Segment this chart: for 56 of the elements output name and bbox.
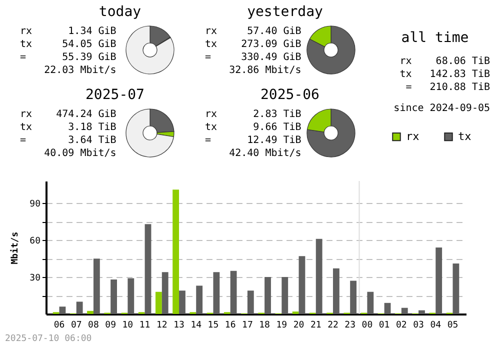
- y-tick-label: 60: [30, 236, 40, 247]
- chart-title: today: [98, 4, 142, 20]
- legend-label: tx: [458, 130, 472, 143]
- x-tick-label: 05: [447, 320, 458, 330]
- text: 40.09 Mbit/s: [43, 147, 116, 160]
- text: = 12.49 TiB: [205, 134, 302, 147]
- text: rx 474.24 GiB: [20, 108, 116, 121]
- text: 42.40 Mbit/s: [228, 147, 302, 160]
- x-tick-label: 02: [396, 320, 407, 330]
- text: rx 1.34 GiB: [20, 25, 116, 38]
- text: rx 68.06 TiB: [398, 55, 490, 68]
- text: 22.03 Mbit/s: [43, 64, 116, 77]
- x-tick-label: 14: [190, 320, 202, 330]
- text: = 210.88 TiB: [404, 81, 490, 94]
- x-tick-label: 06: [54, 320, 65, 330]
- chart-title: yesterday: [246, 4, 324, 20]
- x-tick-label: 16: [224, 320, 236, 330]
- x-tick-label: 11: [139, 320, 150, 330]
- legend-label: rx: [406, 130, 420, 143]
- text: tx 9.66 TiB: [205, 121, 302, 134]
- x-tick-label: 17: [242, 320, 253, 330]
- x-tick-label: 19: [276, 320, 288, 330]
- x-tick-label: 22: [328, 320, 338, 330]
- y-tick-label: 90: [30, 200, 40, 210]
- x-tick-label: 23: [344, 320, 356, 330]
- x-tick-label: 04: [430, 320, 442, 330]
- text: = 3.64 TiB: [20, 134, 116, 147]
- text: rx 2.83 TiB: [205, 108, 302, 121]
- x-tick-label: 12: [156, 320, 168, 330]
- x-tick-label: 13: [174, 320, 184, 330]
- x-tick-label: 21: [310, 320, 322, 330]
- x-tick-label: 03: [413, 320, 424, 330]
- text: since 2024-09-05: [392, 102, 490, 115]
- text: tx 54.05 GiB: [20, 38, 116, 51]
- x-tick-label: 10: [122, 320, 134, 330]
- x-tick-label: 15: [208, 320, 219, 330]
- text: 32.86 Mbit/s: [228, 64, 302, 77]
- chart-title: 2025-06: [259, 87, 320, 103]
- text: tx 273.09 GiB: [205, 38, 302, 51]
- x-tick-label: 07: [70, 320, 82, 330]
- x-tick-label: 01: [378, 320, 390, 330]
- text: all time: [400, 30, 470, 46]
- text: = 330.49 GiB: [205, 51, 302, 64]
- x-tick-label: 00: [362, 320, 373, 330]
- y-axis-title: Mbit/s: [10, 232, 21, 264]
- text: = 55.39 GiB: [20, 51, 116, 64]
- y-tick-label: 30: [30, 274, 40, 284]
- x-tick-label: 08: [88, 320, 99, 330]
- x-tick-label: 18: [259, 320, 270, 330]
- text: 2025-07-10 06:00: [5, 334, 92, 344]
- x-tick-label: 09: [105, 320, 116, 330]
- text: tx 3.18 TiB: [20, 121, 116, 134]
- chart-title: 2025-07: [84, 87, 146, 103]
- text: rx 57.40 GiB: [205, 25, 302, 38]
- text: tx 142.83 TiB: [398, 68, 490, 81]
- x-tick-label: 20: [293, 320, 304, 330]
